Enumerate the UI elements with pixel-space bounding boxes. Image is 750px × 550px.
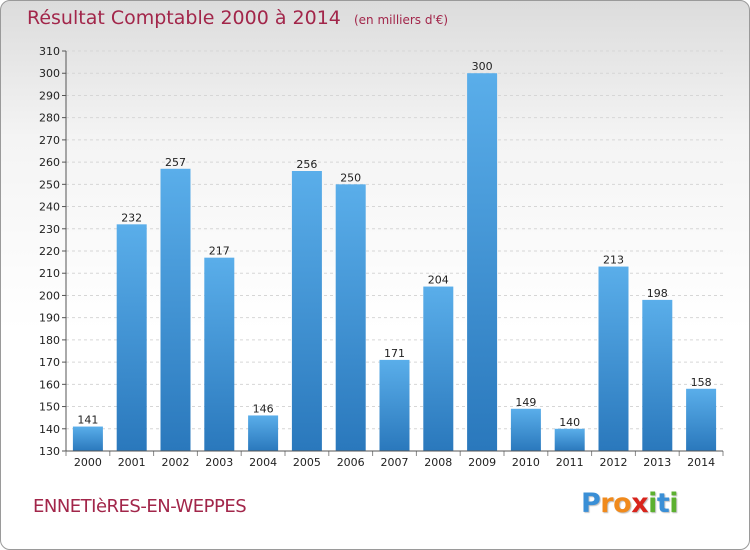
- bars: 141 232 257 217 146 256 250 171 204 300 149 140 213 1…: [72, 60, 717, 452]
- x-tick-label: 2008: [424, 456, 452, 469]
- y-tick-label: 240: [39, 201, 60, 214]
- y-tick-label: 140: [39, 423, 60, 436]
- y-tick-label: 150: [39, 401, 60, 414]
- y-tick-label: 290: [39, 89, 60, 102]
- logo-letter: t: [656, 488, 670, 519]
- bar: [335, 184, 366, 452]
- data-label: 141: [77, 414, 98, 427]
- bar: [72, 426, 103, 451]
- data-label: 204: [428, 274, 449, 287]
- data-label: 140: [559, 416, 580, 429]
- y-tick-label: 190: [39, 312, 60, 325]
- bar: [291, 171, 322, 451]
- town-name: ENNETIèRES-EN-WEPPES: [33, 496, 247, 517]
- x-tick-label: 2010: [512, 456, 540, 469]
- data-label: 146: [253, 402, 274, 415]
- x-tick-label: 2005: [293, 456, 321, 469]
- y-tick-label: 280: [39, 112, 60, 125]
- proxiti-logo[interactable]: Proxiti: [581, 488, 679, 519]
- bar: [642, 299, 673, 451]
- logo-letter: P: [581, 488, 601, 519]
- y-tick-label: 250: [39, 178, 60, 191]
- bar: [160, 168, 191, 451]
- y-tick-label: 160: [39, 378, 60, 391]
- bar: [598, 266, 629, 451]
- y-tick-label: 180: [39, 334, 60, 347]
- x-tick-label: 2000: [74, 456, 102, 469]
- data-label: 257: [165, 156, 186, 169]
- bar: [686, 388, 717, 451]
- x-tick-label: 2013: [643, 456, 671, 469]
- y-tick-label: 230: [39, 223, 60, 236]
- data-label: 198: [647, 287, 668, 300]
- y-tick-label: 300: [39, 67, 60, 80]
- logo-letter: o: [613, 488, 632, 519]
- y-tick-label: 130: [39, 445, 60, 458]
- logo-letter: i: [669, 488, 679, 519]
- x-tick-label: 2007: [381, 456, 409, 469]
- axes: 130 140 150 160 170 180 190 200 210 220 230 240 250 2…: [39, 45, 724, 469]
- x-tick-label: 2012: [600, 456, 628, 469]
- data-label: 171: [384, 347, 405, 360]
- data-label: 250: [340, 171, 361, 184]
- x-tick-label: 2004: [249, 456, 277, 469]
- chart-subtitle: (en milliers d'€): [353, 13, 449, 27]
- bar: [423, 286, 454, 451]
- bar: [248, 415, 279, 451]
- x-tick-label: 2006: [337, 456, 365, 469]
- data-label: 232: [121, 211, 142, 224]
- y-tick-label: 200: [39, 289, 60, 302]
- bar: [554, 428, 585, 451]
- chart-title: Résultat Comptable 2000 à 2014: [27, 7, 341, 29]
- chart-title-block: Résultat Comptable 2000 à 2014 (en milli…: [27, 7, 448, 29]
- x-tick-label: 2009: [468, 456, 496, 469]
- data-label: 217: [209, 245, 230, 258]
- x-tick-label: 2001: [118, 456, 146, 469]
- data-label: 300: [472, 60, 493, 73]
- data-label: 158: [691, 376, 712, 389]
- logo-letter: r: [600, 488, 614, 519]
- x-tick-label: 2003: [205, 456, 233, 469]
- data-label: 149: [515, 396, 536, 409]
- logo-letter: i: [648, 488, 657, 519]
- bar: [379, 359, 410, 451]
- y-tick-label: 270: [39, 134, 60, 147]
- bar: [467, 73, 498, 451]
- x-tick-label: 2014: [687, 456, 715, 469]
- bar: [204, 257, 235, 451]
- x-tick-label: 2002: [162, 456, 190, 469]
- logo-letter: x: [631, 488, 649, 519]
- y-tick-label: 170: [39, 356, 60, 369]
- data-label: 213: [603, 254, 624, 267]
- bar: [116, 224, 147, 451]
- y-tick-label: 220: [39, 245, 60, 258]
- x-tick-label: 2011: [556, 456, 584, 469]
- y-tick-label: 260: [39, 156, 60, 169]
- data-label: 256: [296, 158, 317, 171]
- y-tick-label: 210: [39, 267, 60, 280]
- y-tick-label: 310: [39, 45, 60, 58]
- bar: [510, 408, 541, 451]
